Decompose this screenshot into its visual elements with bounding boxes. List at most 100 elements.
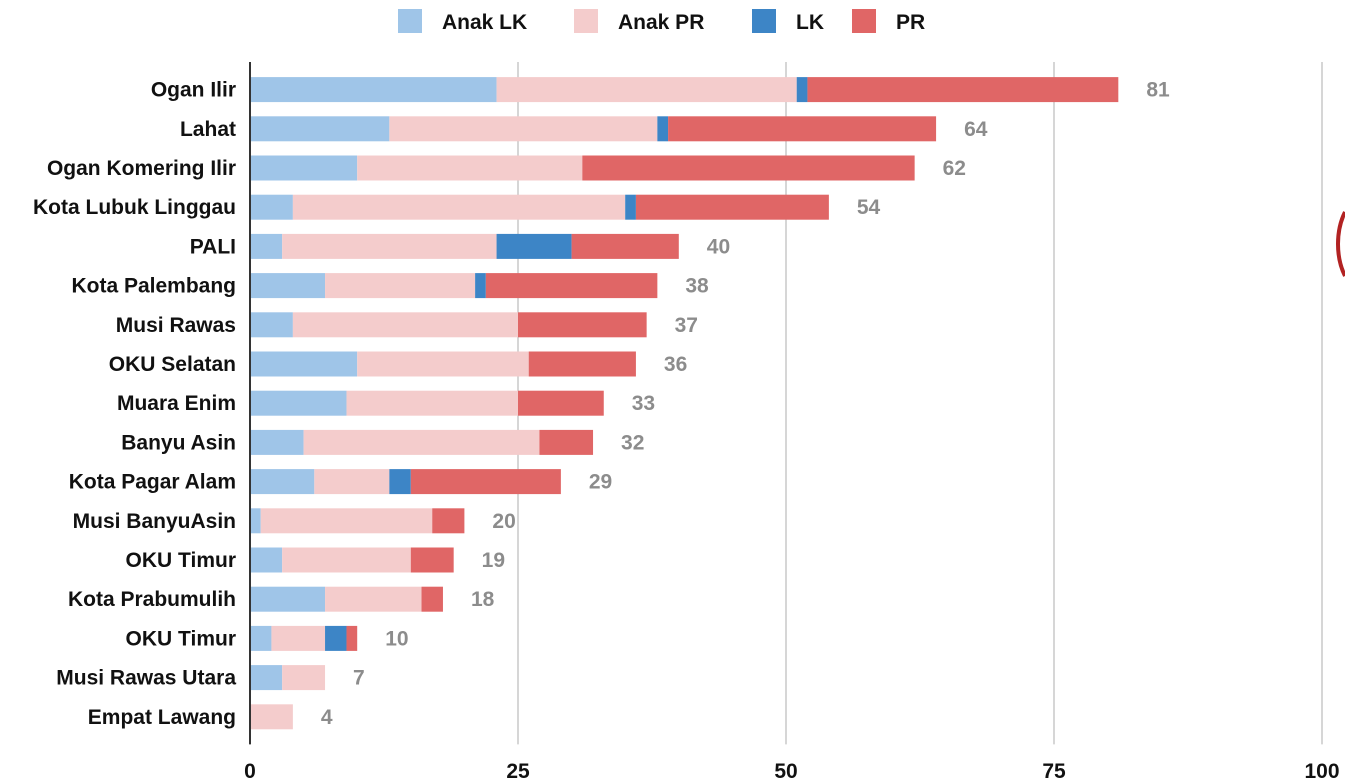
x-tick-label: 25 [506, 760, 530, 780]
total-label: 10 [385, 627, 408, 650]
category-label: Ogan Ilir [151, 79, 236, 102]
bar-segment [292, 312, 518, 338]
category-label: Banyu Asin [121, 431, 236, 454]
total-label: 19 [482, 549, 505, 572]
bar-segment [518, 390, 604, 416]
bar-segment [250, 116, 390, 142]
bar-segment [282, 665, 326, 691]
bar-segment [496, 77, 797, 103]
category-label: Kota Prabumulih [68, 588, 236, 611]
logo-fragment [1335, 211, 1345, 277]
bar-segment [528, 351, 636, 377]
bar-segment [250, 390, 347, 416]
bar-segment [250, 273, 326, 299]
bar-segment [410, 547, 454, 573]
bar-segment [325, 625, 347, 651]
bar-segment [303, 429, 540, 455]
legend-swatch [398, 9, 422, 33]
bar-segment [260, 508, 433, 534]
total-label: 54 [857, 196, 881, 219]
bar-segment [571, 233, 679, 259]
bar-segment [475, 273, 486, 299]
legend: Anak LK Anak PR LK PR [398, 9, 925, 34]
bar-segment [807, 77, 1119, 103]
bar-segment [421, 586, 443, 612]
category-label: Kota Pagar Alam [69, 471, 236, 494]
total-labels: 81 64 62 54 40 38 37 36 33 32 29 20 19 18 10 74 [321, 79, 1170, 729]
legend-label: PR [896, 11, 925, 34]
bar-segment [250, 547, 283, 573]
bar-segment [410, 469, 561, 495]
bar-segment [250, 155, 358, 181]
bar-segment [668, 116, 937, 142]
bar-segment [250, 77, 497, 103]
category-label: Muara Enim [117, 392, 236, 415]
legend-label: Anak LK [442, 11, 527, 34]
bar-segment [250, 351, 358, 377]
total-label: 32 [621, 431, 644, 454]
category-label: Musi BanyuAsin [73, 510, 236, 533]
x-tick-label: 75 [1042, 760, 1066, 780]
category-label: OKU Selatan [109, 353, 236, 376]
bar-segment [250, 194, 293, 220]
bar-segment [346, 625, 358, 651]
bar-segment [357, 155, 583, 181]
bars [250, 77, 1119, 730]
category-label: Musi Rawas Utara [56, 667, 236, 690]
legend-label: LK [796, 11, 824, 34]
total-label: 64 [964, 118, 988, 141]
total-label: 4 [321, 706, 333, 729]
total-label: 33 [632, 392, 655, 415]
bar-segment [314, 469, 390, 495]
bar-segment [485, 273, 658, 299]
bar-segment [325, 586, 422, 612]
bar-segment [250, 508, 261, 534]
x-tick-label: 50 [774, 760, 797, 780]
total-label: 62 [943, 157, 966, 180]
total-label: 20 [492, 510, 515, 533]
legend-swatch [574, 9, 598, 33]
total-label: 40 [707, 235, 730, 258]
category-label: Lahat [180, 118, 236, 141]
bar-segment [282, 233, 497, 259]
category-label: PALI [190, 235, 236, 258]
total-label: 38 [685, 275, 709, 298]
legend-swatch [752, 9, 776, 33]
bar-segment [518, 312, 647, 338]
category-label: Ogan Komering Ilir [47, 157, 236, 180]
x-tick-label: 0 [244, 760, 256, 780]
bar-segment [357, 351, 529, 377]
category-label: Kota Lubuk Linggau [33, 196, 236, 219]
total-label: 36 [664, 353, 687, 376]
bar-segment [796, 77, 808, 103]
total-label: 18 [471, 588, 495, 611]
bar-segment [635, 194, 829, 220]
legend-label: Anak PR [618, 11, 704, 34]
total-label: 29 [589, 471, 612, 494]
bar-segment [539, 429, 594, 455]
bar-segment [346, 390, 518, 416]
x-tick-label: 100 [1304, 760, 1339, 780]
bar-segment [292, 194, 626, 220]
bar-segment [496, 233, 572, 259]
bar-segment [250, 469, 315, 495]
bar-segment [582, 155, 915, 181]
bar-segment [271, 625, 326, 651]
bar-segment [250, 233, 283, 259]
logo-arc-edge [1335, 211, 1345, 277]
bar-segment [250, 704, 293, 730]
bar-segment [250, 586, 326, 612]
bar-segment [250, 665, 283, 691]
bar-segment [250, 625, 272, 651]
category-labels: Ogan Ilir Lahat Ogan Komering Ilir Kota Lub… [33, 79, 236, 729]
bar-segment [250, 429, 304, 455]
total-label: 37 [675, 314, 698, 337]
total-label: 81 [1146, 79, 1170, 102]
category-label: OKU Timur [126, 549, 236, 572]
x-tick-labels: 0 25 50 75 100 [244, 760, 1339, 780]
bar-segment [432, 508, 465, 534]
bar-segment [389, 469, 411, 495]
bar-segment [625, 194, 636, 220]
bar-segment [250, 312, 293, 338]
